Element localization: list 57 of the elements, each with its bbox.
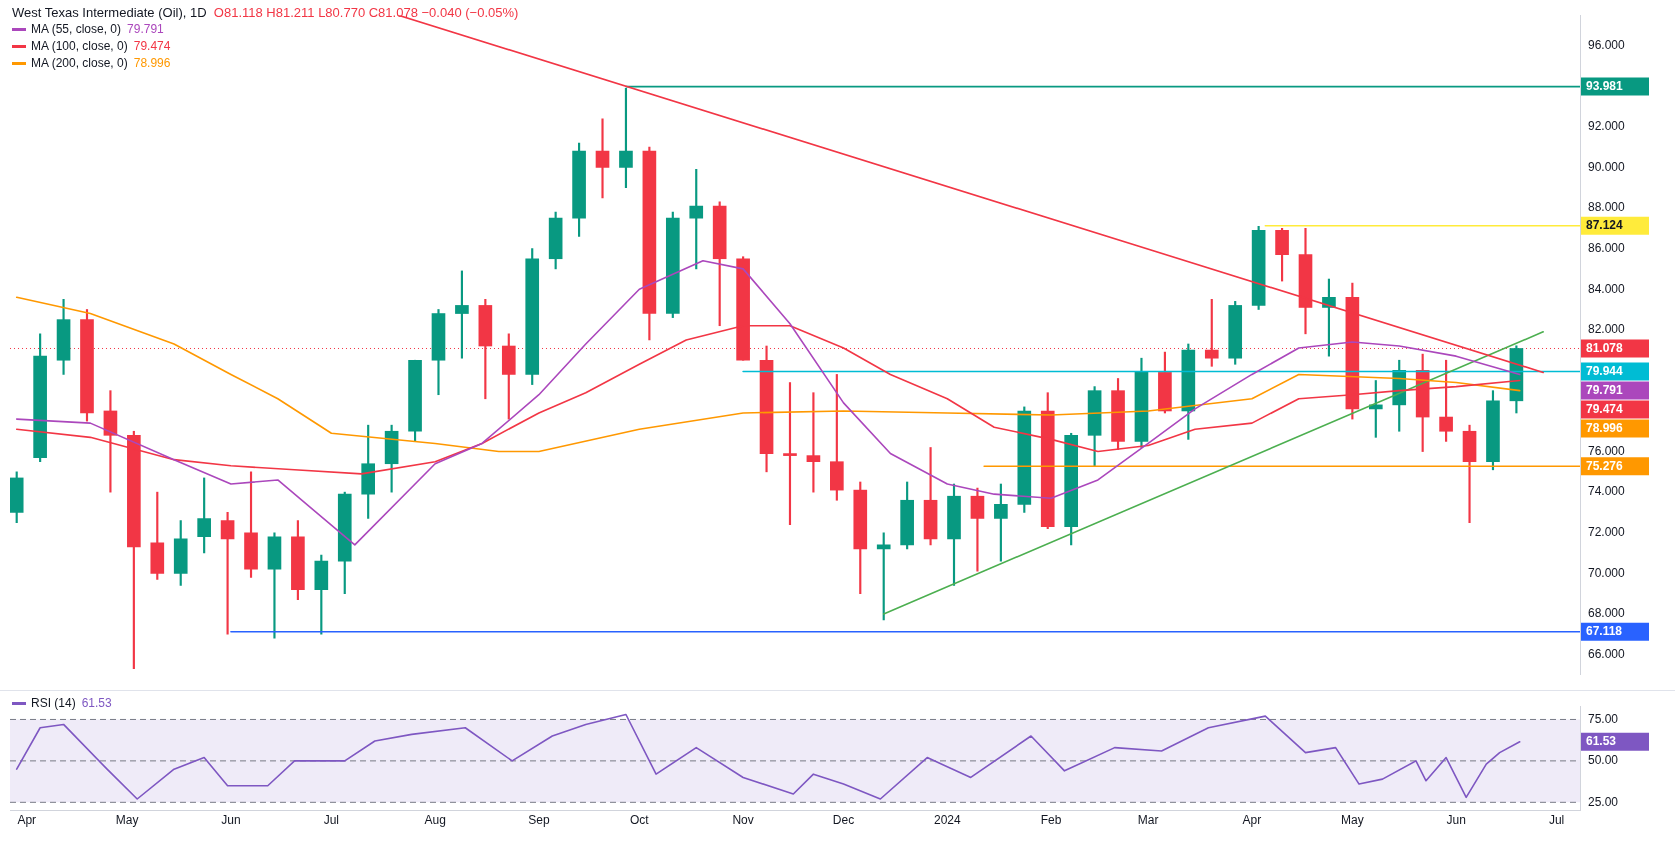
x-tick-label: 2024 — [933, 813, 961, 828]
x-tick-label: Feb — [1040, 813, 1062, 828]
ref-line-label: 81.078 — [1586, 340, 1624, 355]
x-tick-label: Jun — [1446, 813, 1466, 828]
data-label: 75.276 — [1586, 458, 1624, 473]
x-tick-label: Oct — [630, 813, 650, 828]
y-tick-label: 68.000 — [1588, 606, 1626, 621]
text: 61.53 — [1586, 734, 1617, 749]
annotation: 78.996 — [133, 56, 171, 70]
x-tick-label: May — [1341, 813, 1364, 828]
data-label: 67.118 — [1586, 624, 1623, 639]
legend-label: MA (200, close, 0) — [31, 56, 128, 70]
text: 79.474 — [1586, 401, 1623, 416]
legend-label: MA (55, close, 0) — [31, 22, 122, 36]
candlestick — [595, 118, 610, 199]
y-tick-label: 72.000 — [1588, 525, 1626, 540]
annotation: 79.791 — [127, 22, 164, 36]
x-tick-label: Aug — [424, 813, 446, 828]
y-tick-label: 88.000 — [1588, 200, 1626, 215]
annotation: 61.53 — [81, 696, 112, 710]
y-tick-label: 96.000 — [1588, 37, 1626, 52]
x-tick-label: Jul — [323, 813, 340, 828]
candlestick — [783, 382, 797, 525]
y-tick-label: 75.00 — [1588, 711, 1619, 726]
y-tick-label: 86.000 — [1588, 240, 1626, 255]
chart-title: West Texas Intermediate (Oil), 1D — [12, 5, 207, 20]
y-tick-label: 92.000 — [1588, 119, 1626, 134]
x-tick-label: Jul — [1548, 813, 1565, 828]
data-label: 93.981 — [1586, 78, 1624, 93]
x-tick-label: Apr — [17, 813, 37, 828]
candlestick — [267, 532, 282, 639]
y-tick-label: 70.000 — [1588, 565, 1626, 580]
chart-subtitle: O81.118 H81.211 L80.770 C81.078 −0.040 (−0.05%) — [213, 5, 519, 20]
y-tick-label: 76.000 — [1588, 443, 1626, 458]
text: 79.791 — [1586, 382, 1623, 397]
legend-label: RSI (14) — [31, 696, 76, 710]
annotation: 79.474 — [133, 39, 171, 53]
x-tick-label: Sep — [528, 813, 550, 828]
y-tick-label: 84.000 — [1588, 281, 1626, 296]
x-tick-label: Mar — [1137, 813, 1159, 828]
data-label: 87.124 — [1586, 218, 1624, 233]
x-tick-label: Apr — [1242, 813, 1262, 828]
candlestick — [1462, 424, 1477, 523]
y-tick-label: 82.000 — [1588, 322, 1626, 337]
x-tick-label: Dec — [832, 813, 855, 828]
legend-label: MA (100, close, 0) — [31, 39, 128, 53]
x-tick-label: May — [115, 813, 139, 828]
y-tick-label: 74.000 — [1588, 484, 1626, 499]
x-tick-label: Jun — [221, 813, 241, 828]
y-tick-label: 90.000 — [1588, 159, 1626, 174]
y-tick-label: 50.00 — [1588, 753, 1619, 768]
candlestick — [970, 487, 985, 572]
y-tick-label: 25.00 — [1588, 794, 1619, 809]
x-tick-label: Nov — [732, 813, 754, 828]
y-tick-label: 66.000 — [1588, 646, 1626, 661]
text: 78.996 — [1586, 420, 1623, 435]
data-label: 79.944 — [1586, 363, 1624, 378]
